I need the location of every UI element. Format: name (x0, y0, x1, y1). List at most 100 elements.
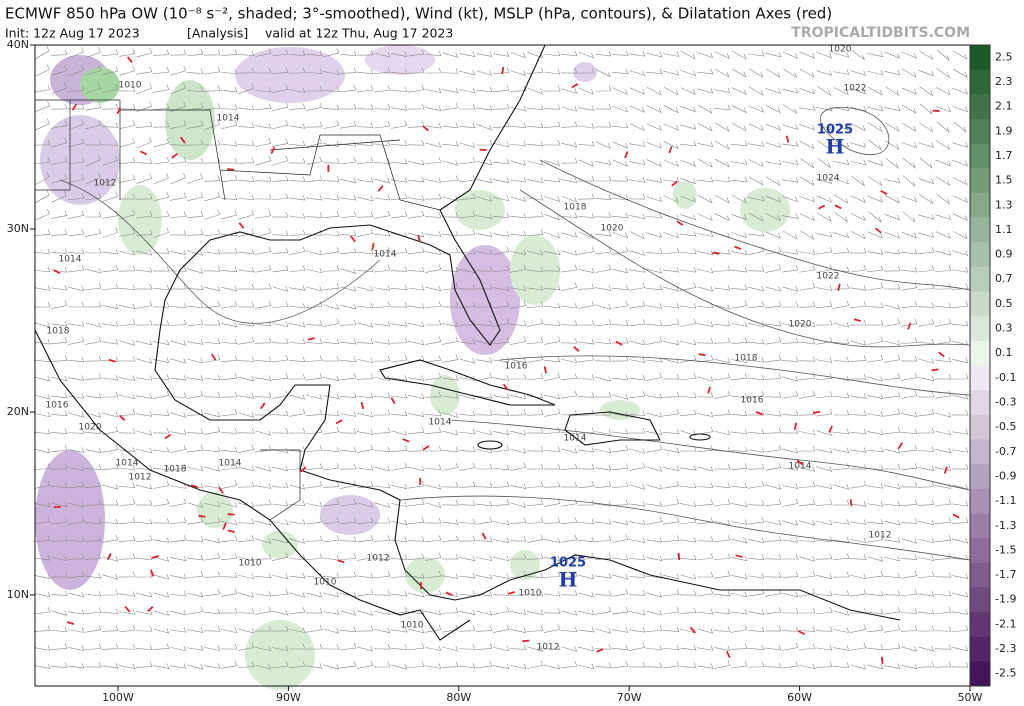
wind-barb (731, 463, 748, 471)
wind-barb (119, 174, 136, 183)
wind-barb (561, 231, 578, 238)
wind-barb (153, 610, 170, 616)
wind-barb (594, 356, 612, 362)
colorbar-label: 0.9 (995, 248, 1013, 261)
wind-barb (849, 355, 867, 362)
wind-barb (425, 609, 442, 616)
wind-barb (748, 390, 765, 399)
isobar-label: 1020 (789, 320, 812, 330)
dilatation-axis (677, 552, 681, 561)
wind-barb (833, 51, 850, 58)
wind-barb (322, 481, 340, 488)
wind-barb (952, 429, 969, 435)
wind-barb (153, 556, 170, 562)
wind-barb (527, 609, 544, 615)
ow-positive (405, 557, 445, 593)
wind-barb (798, 445, 816, 452)
wind-barb (340, 120, 357, 129)
wind-barb (833, 392, 850, 399)
wind-barb (697, 482, 714, 488)
wind-barb (51, 320, 68, 327)
wind-barb (917, 661, 935, 668)
dilatation-axis (53, 269, 61, 275)
wind-barb (373, 590, 391, 596)
wind-barb (697, 499, 714, 507)
wind-barb (136, 447, 153, 454)
wind-barb (816, 519, 833, 526)
wind-barb (561, 105, 578, 112)
wind-barb (170, 609, 187, 616)
wind-barb (374, 84, 391, 93)
wind-barb (476, 516, 493, 525)
wind-barb (561, 373, 578, 380)
wind-barb (237, 140, 255, 146)
wind-barb (935, 447, 952, 454)
wind-barb (544, 624, 561, 633)
wind-barb (322, 104, 340, 110)
wind-barb (119, 663, 136, 669)
wind-barb (697, 411, 714, 418)
wind-barb (713, 626, 731, 632)
wind-barb (952, 250, 969, 256)
wind-barb (153, 357, 170, 364)
wind-barb (203, 175, 221, 182)
dilatation-axis (897, 442, 903, 450)
wind-barb (34, 101, 50, 113)
wind-barb (374, 120, 391, 129)
wind-barb (510, 285, 527, 291)
wind-barb (50, 103, 68, 110)
wind-barb (221, 174, 238, 183)
wind-barb (102, 303, 119, 309)
wind-barb (561, 250, 578, 256)
wind-barb (594, 391, 612, 398)
wind-barb (952, 645, 969, 652)
wind-barb (357, 502, 374, 508)
wind-barb (459, 462, 476, 471)
wind-barb (952, 213, 968, 221)
wind-barb (119, 464, 136, 471)
wind-barb (203, 626, 221, 632)
wind-barb (918, 213, 935, 220)
wind-barb (50, 571, 68, 578)
wind-barb (799, 196, 816, 203)
wind-barb (34, 172, 50, 186)
wind-barb (595, 518, 612, 525)
wind-barb (288, 50, 306, 56)
wind-barb (204, 119, 220, 130)
wind-barb (238, 573, 255, 580)
wind-barb (629, 141, 646, 147)
wind-barb (595, 573, 612, 579)
wind-barb (288, 103, 306, 110)
wind-barb (424, 193, 442, 200)
wind-barb (748, 356, 765, 363)
wind-barb (935, 302, 952, 309)
wind-barb (543, 427, 561, 434)
wind-barb (509, 409, 527, 416)
wind-barb (714, 590, 731, 597)
wind-barb (527, 285, 544, 291)
wind-barb (951, 283, 969, 290)
wind-barb (442, 374, 459, 381)
wind-barb (731, 300, 748, 309)
wind-barb (799, 282, 816, 291)
wind-barb (713, 463, 731, 470)
lat-label: 30N (7, 222, 29, 235)
wind-barb (781, 553, 799, 560)
colorbar-swatch (970, 69, 990, 95)
wind-barb (781, 608, 799, 614)
wind-barb (543, 85, 561, 92)
wind-barb (136, 375, 153, 381)
wind-barb (306, 286, 323, 292)
wind-barb (119, 375, 136, 381)
dilatation-axis (818, 204, 826, 210)
wind-barb (493, 555, 510, 562)
wind-barb (102, 264, 119, 273)
colorbar-swatch (970, 291, 990, 317)
wind-barb (679, 590, 697, 596)
wind-barb (544, 196, 561, 203)
wind-barb (153, 464, 170, 471)
wind-barb (816, 231, 833, 237)
wind-barb (935, 590, 952, 597)
wind-barb (34, 356, 51, 363)
wind-barb (85, 119, 102, 130)
